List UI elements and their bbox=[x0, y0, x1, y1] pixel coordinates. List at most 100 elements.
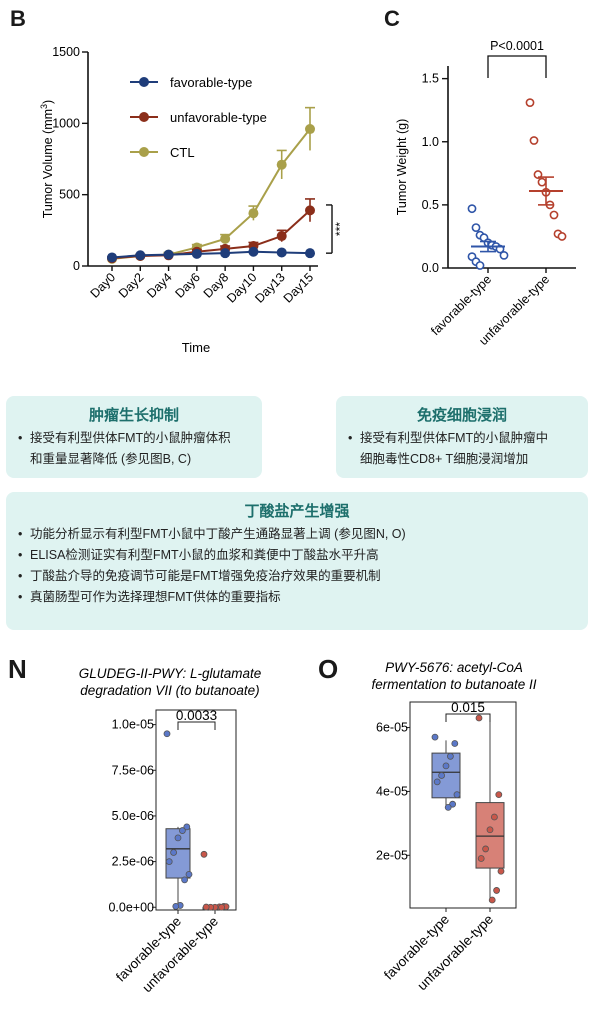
y-axis-label: Tumor Weight (g) bbox=[395, 119, 409, 216]
pvalue-label: 0.0033 bbox=[176, 708, 217, 723]
data-point-favorable-type bbox=[191, 248, 202, 259]
tumor-volume-chart: 050010001500Day0Day2Day4Day6Day8Day10Day… bbox=[39, 45, 347, 355]
data-point bbox=[467, 204, 477, 214]
data-point bbox=[444, 803, 452, 811]
data-point bbox=[185, 870, 193, 878]
pvalue-bracket bbox=[445, 713, 491, 722]
y-tick-label: 1500 bbox=[52, 45, 80, 59]
data-point-favorable-type bbox=[163, 249, 174, 260]
x-axis-label: Time bbox=[182, 340, 210, 355]
data-point-favorable-type bbox=[305, 248, 315, 259]
data-point bbox=[537, 177, 547, 187]
box-tumor-growth-title: 肿瘤生长抑制 bbox=[88, 407, 179, 424]
data-point-CTL bbox=[276, 159, 287, 170]
plot-frame bbox=[155, 709, 237, 911]
data-point bbox=[557, 232, 567, 241]
data-point bbox=[200, 850, 208, 858]
y-tick-label: 0 bbox=[73, 259, 80, 273]
x-tick-label: Day10 bbox=[224, 270, 259, 305]
data-point bbox=[525, 98, 535, 108]
box-butyrate-list: 功能分析显示有利型FMT小鼠中丁酸产生通路显著上调 (参见图N, O) ELIS… bbox=[18, 524, 406, 608]
y-tick-label: 2e-05 bbox=[376, 848, 408, 862]
plot-frame bbox=[409, 701, 517, 909]
data-point bbox=[451, 740, 459, 747]
y-tick-label: 6e-05 bbox=[376, 721, 408, 735]
pvalue-label: 0.015 bbox=[451, 700, 485, 715]
x-tick-label: Day13 bbox=[252, 270, 287, 305]
data-point bbox=[453, 791, 461, 799]
data-point bbox=[183, 823, 191, 831]
data-point-favorable-type bbox=[220, 248, 231, 259]
data-point bbox=[475, 261, 485, 270]
data-point bbox=[431, 733, 439, 741]
x-tick-label: Day6 bbox=[172, 270, 203, 301]
data-point bbox=[477, 855, 485, 862]
data-point bbox=[490, 813, 498, 821]
chart-title-line: fermentation to butanoate II bbox=[371, 677, 536, 692]
x-tick-label: Day0 bbox=[88, 270, 119, 301]
list-item: 真菌肠型可作为选择理想FMT供体的重要指标 bbox=[18, 587, 406, 608]
y-tick-label: 500 bbox=[59, 188, 80, 202]
data-point bbox=[178, 827, 186, 834]
box-butyrate-title: 丁酸盐产生增强 bbox=[244, 503, 350, 520]
data-point bbox=[165, 858, 173, 865]
box bbox=[431, 752, 461, 799]
y-tick-label: 1000 bbox=[52, 116, 80, 130]
glutamate-pathway-boxplot: GLUDEG-II-PWY: L-glutamate degradation VI… bbox=[79, 666, 262, 995]
y-tick-label: 5.0e-06 bbox=[112, 809, 154, 823]
legend-label: unfavorable-type bbox=[170, 110, 267, 125]
box-immune-title: 免疫细胞浸润 bbox=[416, 407, 507, 424]
y-axis-label: Tumor Volume (mm3) bbox=[39, 100, 55, 218]
data-point bbox=[493, 887, 501, 894]
box-butyrate: 丁酸盐产生增强 功能分析显示有利型FMT小鼠中丁酸产生通路显著上调 (参见图N,… bbox=[6, 492, 588, 630]
data-point-CTL bbox=[220, 233, 231, 244]
y-tick-label: 0.0e+00 bbox=[108, 900, 154, 914]
legend-marker bbox=[139, 112, 149, 122]
list-item: 功能分析显示有利型FMT小鼠中丁酸产生通路显著上调 (参见图N, O) bbox=[18, 524, 406, 545]
panel-letter-o: O bbox=[318, 654, 339, 684]
legend-label: CTL bbox=[170, 145, 195, 160]
data-point bbox=[488, 896, 496, 904]
panel-letter-n: N bbox=[8, 654, 27, 684]
panel-letter-c: C bbox=[384, 6, 400, 31]
data-point bbox=[446, 752, 454, 760]
legend-marker bbox=[139, 147, 149, 157]
data-point bbox=[174, 834, 182, 842]
pvalue-bracket bbox=[487, 55, 547, 78]
legend-marker bbox=[139, 77, 149, 87]
data-point bbox=[495, 791, 503, 799]
x-tick-label: unfavorable-type bbox=[414, 912, 496, 994]
chart-title-line: degradation VII (to butanoate) bbox=[80, 683, 259, 698]
data-point bbox=[218, 903, 226, 911]
data-point bbox=[499, 250, 509, 260]
data-point bbox=[529, 136, 539, 145]
y-tick-label: 0.0 bbox=[422, 261, 439, 275]
y-tick-label: 4e-05 bbox=[376, 784, 408, 798]
legend-label: favorable-type bbox=[170, 75, 252, 90]
list-item: ELISA检测证实有利型FMT小鼠的血浆和粪便中丁酸盐水平升高 bbox=[18, 545, 406, 566]
data-point bbox=[170, 849, 178, 856]
data-point-CTL bbox=[305, 124, 315, 135]
data-point bbox=[442, 762, 450, 770]
y-tick-label: 0.5 bbox=[422, 198, 439, 212]
y-tick-label: 7.5e-06 bbox=[112, 763, 154, 777]
y-tick-label: 1.0e-05 bbox=[112, 718, 154, 732]
data-point-CTL bbox=[248, 208, 259, 219]
tumor-weight-chart: 0.0 0.5 1.0 1.5 Tumor Weight (g) favorable-ty… bbox=[395, 39, 576, 348]
data-point bbox=[549, 210, 559, 220]
data-point-favorable-type bbox=[276, 247, 287, 258]
chart-title-line: GLUDEG-II-PWY: L-glutamate bbox=[79, 666, 262, 681]
data-point-favorable-type bbox=[135, 250, 146, 261]
x-tick-label: favorable-type bbox=[428, 272, 494, 338]
panel-letter-b: B bbox=[10, 6, 26, 31]
data-point bbox=[438, 772, 446, 779]
data-point bbox=[433, 778, 441, 786]
data-point bbox=[172, 902, 180, 910]
pvalue-label: P<0.0001 bbox=[490, 39, 544, 53]
